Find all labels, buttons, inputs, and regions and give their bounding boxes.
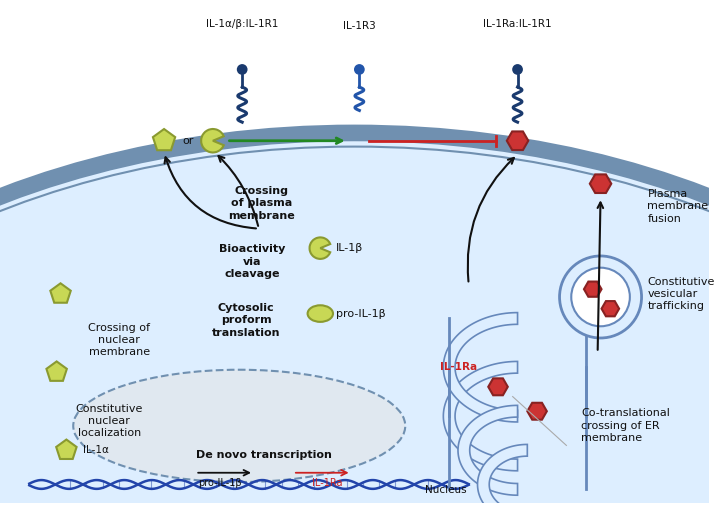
- Text: or: or: [183, 136, 194, 146]
- Text: IL-1α: IL-1α: [83, 445, 109, 455]
- Bar: [0, 503, 714, 508]
- Polygon shape: [153, 129, 175, 150]
- Polygon shape: [590, 175, 611, 193]
- Polygon shape: [584, 281, 602, 297]
- Text: pro-IL-1β: pro-IL-1β: [336, 308, 386, 319]
- Text: Cytosolic
proform
translation: Cytosolic proform translation: [212, 303, 280, 338]
- Polygon shape: [527, 403, 547, 420]
- PathPatch shape: [458, 405, 518, 495]
- Text: IL-1Ra: IL-1Ra: [312, 477, 343, 488]
- Text: IL-1α/β:IL-1R1: IL-1α/β:IL-1R1: [206, 18, 278, 29]
- PathPatch shape: [478, 444, 527, 509]
- Text: De novo transcription: De novo transcription: [196, 450, 332, 460]
- Polygon shape: [489, 378, 507, 395]
- Text: IL-1R3: IL-1R3: [343, 20, 376, 31]
- Ellipse shape: [73, 370, 405, 482]
- Polygon shape: [602, 301, 619, 316]
- Wedge shape: [309, 237, 330, 259]
- Polygon shape: [507, 131, 529, 150]
- Text: Crossing
of plasma
membrane: Crossing of plasma membrane: [229, 186, 295, 220]
- Ellipse shape: [308, 305, 333, 322]
- Bar: [0, 0, 709, 118]
- Circle shape: [354, 64, 364, 75]
- Text: Plasma
membrane
fusion: Plasma membrane fusion: [648, 189, 709, 223]
- Text: Nucleus: Nucleus: [425, 485, 466, 495]
- Circle shape: [512, 64, 523, 75]
- PathPatch shape: [444, 361, 518, 471]
- PathPatch shape: [444, 313, 518, 422]
- Polygon shape: [46, 361, 67, 381]
- Text: Constitutive
nuclear
localization: Constitutive nuclear localization: [76, 404, 143, 438]
- Text: IL-1β: IL-1β: [336, 243, 363, 253]
- Polygon shape: [56, 440, 77, 459]
- Text: Bioactivity
via
cleavage: Bioactivity via cleavage: [219, 244, 285, 279]
- Text: Co-translational
crossing of ER
membrane: Co-translational crossing of ER membrane: [581, 409, 670, 443]
- Circle shape: [571, 268, 630, 326]
- Circle shape: [237, 64, 248, 75]
- Polygon shape: [50, 284, 70, 303]
- Wedge shape: [201, 129, 224, 153]
- Text: pro-IL-1β: pro-IL-1β: [198, 477, 242, 488]
- Text: IL-1Ra: IL-1Ra: [441, 362, 478, 372]
- Ellipse shape: [0, 133, 726, 509]
- Circle shape: [560, 256, 642, 338]
- Text: Constitutive
vesicular
trafficking: Constitutive vesicular trafficking: [648, 277, 715, 312]
- Text: Crossing of
nuclear
membrane: Crossing of nuclear membrane: [88, 323, 150, 357]
- Text: IL-1Ra:IL-1R1: IL-1Ra:IL-1R1: [484, 18, 552, 29]
